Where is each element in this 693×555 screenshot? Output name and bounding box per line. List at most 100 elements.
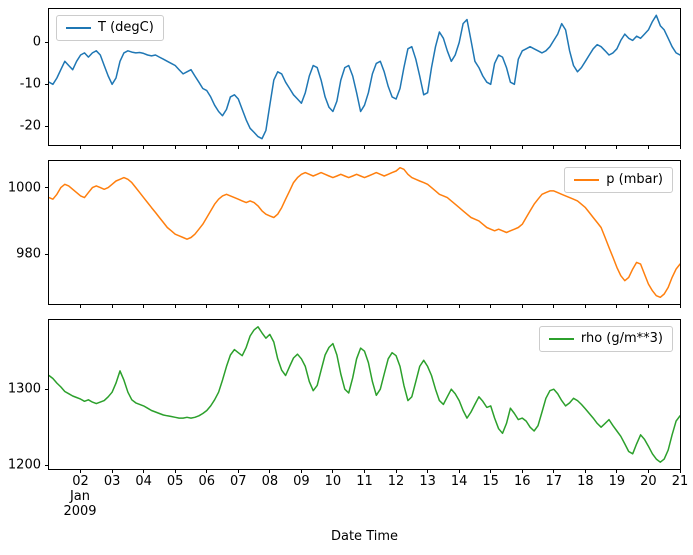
legend-pressure: p (mbar) xyxy=(564,167,673,193)
x-tick-mark xyxy=(206,304,208,308)
x-tick-mark xyxy=(521,304,523,308)
y-tick-label: 980 xyxy=(16,246,41,262)
x-tick-mark xyxy=(395,304,397,308)
x-tick-mark xyxy=(206,469,208,473)
x-tick-label: 02 xyxy=(72,474,89,489)
y-tick-mark xyxy=(45,187,49,189)
x-tick-mark xyxy=(395,145,397,149)
x-tick-mark xyxy=(364,145,365,149)
x-tick-mark xyxy=(616,469,618,473)
x-tick-mark xyxy=(395,469,397,473)
x-tick-mark xyxy=(458,304,460,308)
data-line xyxy=(49,326,680,463)
x-tick-label: 06 xyxy=(198,474,216,489)
x-axis-date-offset: Jan 2009 xyxy=(63,489,96,520)
x-tick-mark xyxy=(300,145,302,149)
legend-label-pressure: p (mbar) xyxy=(606,172,663,187)
x-tick-label: 16 xyxy=(513,474,531,489)
x-tick-label: 03 xyxy=(103,474,121,489)
x-tick-label: 10 xyxy=(324,474,342,489)
x-axis-year-label: 2009 xyxy=(63,504,97,520)
y-tick-mark xyxy=(45,253,49,255)
x-tick-mark xyxy=(647,304,649,308)
y-tick-label: -10 xyxy=(19,76,41,92)
x-tick-mark xyxy=(553,145,555,149)
x-tick-mark xyxy=(458,469,460,473)
x-tick-mark xyxy=(143,145,145,149)
x-tick-mark xyxy=(143,304,145,308)
x-tick-mark xyxy=(237,304,239,308)
x-tick-mark xyxy=(427,469,429,473)
x-tick-mark xyxy=(490,469,492,473)
legend-temperature: T (degC) xyxy=(56,15,164,41)
x-tick-mark xyxy=(143,469,145,473)
x-tick-mark xyxy=(332,304,334,308)
x-tick-mark xyxy=(111,145,113,149)
x-tick-mark xyxy=(521,145,523,149)
x-tick-mark xyxy=(206,145,208,149)
x-tick-mark xyxy=(80,469,82,473)
x-tick-mark xyxy=(332,469,334,473)
y-tick-label: 1000 xyxy=(7,180,41,196)
x-tick-mark xyxy=(300,304,302,308)
x-tick-mark xyxy=(553,469,555,473)
y-tick-mark xyxy=(45,83,49,85)
y-tick-label: -20 xyxy=(19,118,41,134)
y-tick-mark xyxy=(45,464,49,466)
subplot-pressure: p (mbar) 1000 980 xyxy=(8,160,681,308)
x-tick-mark xyxy=(427,304,429,308)
data-line xyxy=(49,166,680,299)
x-tick-label: 19 xyxy=(608,474,626,489)
data-line xyxy=(49,14,680,140)
line-plot-canvas xyxy=(49,14,680,140)
x-tick-label: 09 xyxy=(293,474,310,489)
x-tick-mark xyxy=(174,304,176,308)
x-tick-label: 04 xyxy=(135,474,152,489)
legend-line-sample-density xyxy=(548,337,574,340)
subplot-density: rho (g/m**3) 1300 1200 02 03 04 05 06 07 08 09 10 1… xyxy=(8,319,688,488)
x-axis-label: Date Time xyxy=(330,529,399,544)
x-tick-label: 15 xyxy=(482,474,499,489)
x-tick-mark xyxy=(80,145,82,149)
x-tick-mark xyxy=(269,304,271,308)
legend-label-temperature: T (degC) xyxy=(98,20,154,35)
x-tick-mark xyxy=(584,145,586,149)
legend-density: rho (g/m**3) xyxy=(538,326,673,352)
legend-line-sample-temperature xyxy=(66,26,91,29)
y-tick-label: 0 xyxy=(32,34,41,50)
x-tick-mark xyxy=(237,145,239,149)
line-plot-canvas xyxy=(49,166,680,299)
y-tick-label: 1200 xyxy=(7,457,41,473)
x-tick-mark xyxy=(490,145,492,149)
x-tick-mark xyxy=(364,304,365,308)
x-tick-mark xyxy=(616,304,618,308)
x-tick-label: 07 xyxy=(230,474,247,489)
x-tick-label: 08 xyxy=(261,474,279,489)
legend-line-sample-pressure xyxy=(574,178,600,181)
x-tick-label: 14 xyxy=(450,474,468,489)
x-tick-mark xyxy=(269,469,271,473)
x-tick-label: 21 xyxy=(671,474,689,489)
x-tick-label: 11 xyxy=(356,474,373,489)
x-tick-mark xyxy=(679,145,681,149)
x-tick-mark xyxy=(553,304,555,308)
x-tick-mark xyxy=(458,145,460,149)
x-tick-label: 05 xyxy=(166,474,184,489)
x-tick-mark xyxy=(237,469,239,473)
x-tick-mark xyxy=(584,469,586,473)
subplot-temperature: T (degC) 0 -10 -20 xyxy=(20,8,681,149)
y-tick-label: 1300 xyxy=(7,381,41,397)
x-tick-label: 18 xyxy=(577,474,594,489)
x-tick-mark xyxy=(364,469,365,473)
x-tick-mark xyxy=(679,304,681,308)
x-tick-mark xyxy=(269,145,271,149)
x-tick-mark xyxy=(616,145,618,149)
x-tick-mark xyxy=(521,469,523,473)
x-tick-label: 17 xyxy=(545,474,563,489)
y-tick-mark xyxy=(45,388,49,390)
x-tick-mark xyxy=(174,469,176,473)
x-tick-label: 20 xyxy=(640,474,657,489)
y-tick-mark xyxy=(45,41,49,43)
legend-label-density: rho (g/m**3) xyxy=(580,331,663,346)
x-tick-mark xyxy=(647,145,649,149)
